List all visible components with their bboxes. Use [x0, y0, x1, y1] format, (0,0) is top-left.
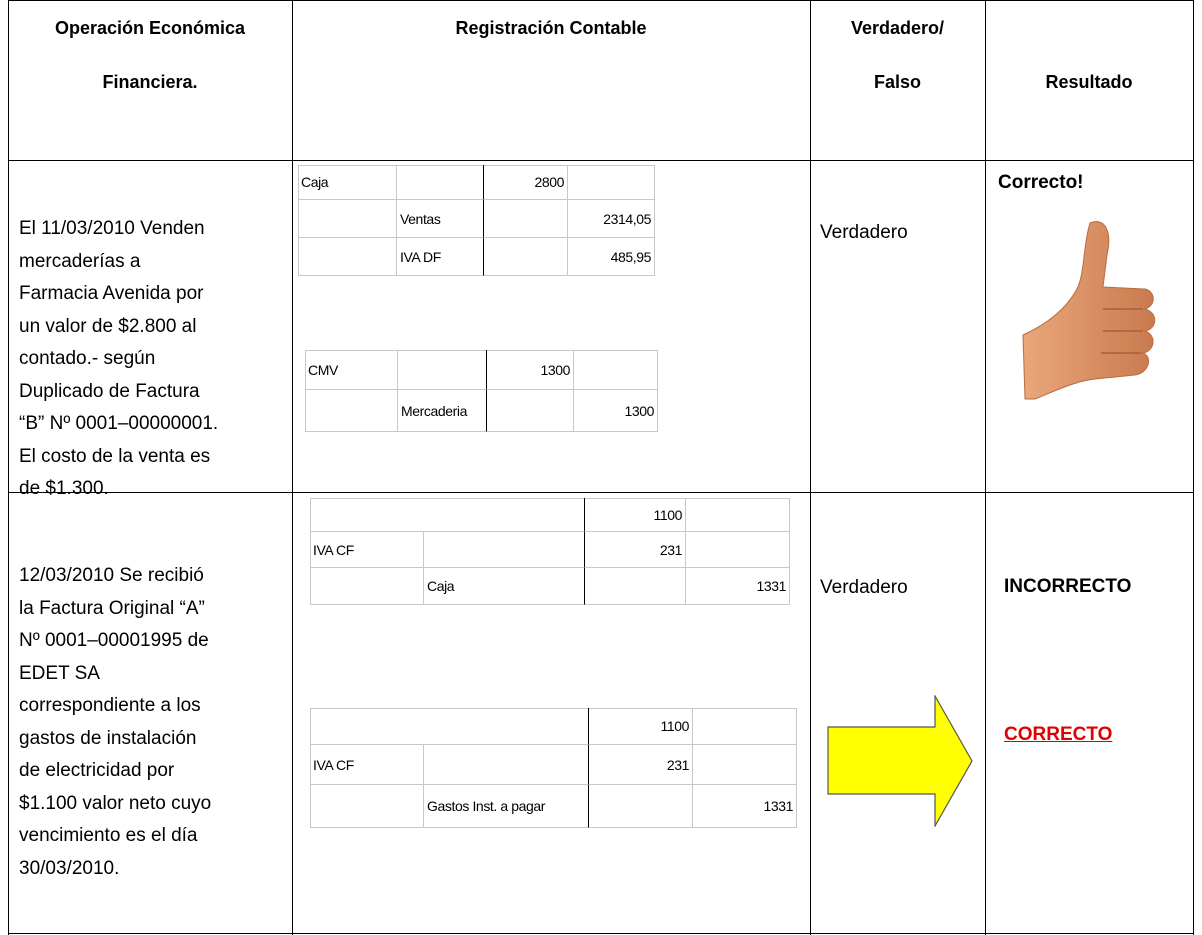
- ledger-cell: [484, 200, 568, 238]
- description-line: correspondiente a los: [19, 695, 201, 716]
- ledger-cell: IVA CF: [310, 745, 424, 785]
- verdict-text: Verdadero: [820, 577, 908, 598]
- ledger-cell: Caja: [298, 165, 397, 200]
- description-line: vencimiento es el día: [19, 825, 198, 846]
- result-text: CORRECTO: [1004, 724, 1113, 745]
- ledger-cell: 2800: [484, 165, 568, 200]
- ledger-cell: [310, 708, 589, 745]
- result-text: Correcto!: [998, 172, 1084, 193]
- ledger-cell: 1331: [693, 785, 797, 828]
- ledger-cell: [298, 200, 397, 238]
- ledger-cell: [424, 532, 585, 568]
- ledger-cell: Ventas: [397, 200, 484, 238]
- table-border: [985, 0, 986, 935]
- ledger-cell: [310, 785, 424, 828]
- ledger-cell: [484, 238, 568, 276]
- ledger-cell: [568, 165, 655, 200]
- ledger-border: [305, 350, 658, 351]
- ledger-cell: 1300: [574, 390, 658, 432]
- header-text: Financiera.: [102, 72, 198, 92]
- description-line: gastos de instalación: [19, 727, 197, 749]
- table-border: [8, 0, 1194, 1]
- result-text: INCORRECTO: [1004, 576, 1132, 597]
- ledger-cell: [585, 568, 686, 605]
- table-border: [8, 160, 1194, 161]
- ledger-cell: [487, 390, 574, 432]
- description-line: contado.- según: [19, 348, 156, 369]
- description-line: de electricidad por: [19, 760, 175, 781]
- description-line: de $1.300.: [19, 478, 109, 499]
- ledger-cell: 1300: [487, 350, 574, 390]
- table-border: [810, 0, 811, 935]
- ledger-cell: [397, 165, 484, 200]
- ledger-cell: [310, 498, 585, 532]
- description-line: un valor de $2.800 al: [19, 315, 197, 337]
- ledger-cell: Mercaderia: [398, 390, 487, 432]
- ledger-border: [310, 498, 311, 605]
- description-line: $1.100 valor neto cuyo: [19, 792, 212, 814]
- table-border: [8, 0, 9, 935]
- header-text: Verdadero/: [850, 18, 945, 38]
- table-border: [8, 492, 1194, 493]
- header-text: Falso: [873, 72, 921, 92]
- ledger-border: [298, 165, 655, 166]
- header-text: Operación Económica: [54, 18, 246, 38]
- ledger-cell: [693, 708, 797, 745]
- description-line: EDET SA: [19, 662, 100, 684]
- description-line: “B” Nº 0001–00000001.: [19, 413, 219, 434]
- ledger-cell: [686, 498, 790, 532]
- ledger-cell: IVA DF: [397, 238, 484, 276]
- ledger-border: [298, 165, 299, 276]
- description-line: El costo de la venta es: [19, 445, 211, 467]
- arrow-right: [827, 695, 973, 827]
- ledger-cell: 1331: [686, 568, 790, 605]
- ledger-cell: [298, 238, 397, 276]
- ledger-cell: [574, 350, 658, 390]
- ledger-cell: 1100: [589, 708, 693, 745]
- ledger-cell: 2314,05: [568, 200, 655, 238]
- ledger-cell: [398, 350, 487, 390]
- ledger-cell: IVA CF: [310, 532, 424, 568]
- ledger-cell: [424, 745, 589, 785]
- ledger-cell: [693, 745, 797, 785]
- ledger-cell: 231: [589, 745, 693, 785]
- description-line: El 11/03/2010 Venden: [19, 218, 205, 239]
- description-line: mercaderías a: [19, 250, 141, 272]
- thumbs-up-image: [1022, 221, 1156, 400]
- ledger-cell: [686, 532, 790, 568]
- verdict-text: Verdadero: [820, 222, 908, 243]
- header-text: Resultado: [1045, 72, 1133, 92]
- ledger-cell: 1100: [585, 498, 686, 532]
- ledger-cell: 231: [585, 532, 686, 568]
- ledger-cell: CMV: [305, 350, 398, 390]
- ledger-cell: 485,95: [568, 238, 655, 276]
- ledger-cell: [310, 568, 424, 605]
- description-line: 12/03/2010 Se recibió: [19, 565, 204, 586]
- ledger-border: [310, 708, 311, 828]
- description-line: Duplicado de Factura: [19, 380, 200, 402]
- description-line: Nº 0001–00001995 de: [19, 630, 209, 651]
- ledger-cell: [589, 785, 693, 828]
- table-border: [1193, 0, 1194, 935]
- header-text: Registración Contable: [455, 18, 647, 38]
- table-border: [292, 0, 293, 935]
- ledger-cell: Caja: [424, 568, 585, 605]
- ledger-cell: [305, 390, 398, 432]
- ledger-border: [310, 498, 790, 499]
- description-line: la Factura Original “A”: [19, 597, 205, 619]
- ledger-cell: Gastos Inst. a pagar: [424, 785, 589, 828]
- description-line: Farmacia Avenida por: [19, 283, 204, 304]
- table-border: [8, 933, 1194, 934]
- ledger-border: [305, 350, 306, 432]
- ledger-border: [310, 708, 797, 709]
- description-line: 30/03/2010.: [19, 857, 120, 879]
